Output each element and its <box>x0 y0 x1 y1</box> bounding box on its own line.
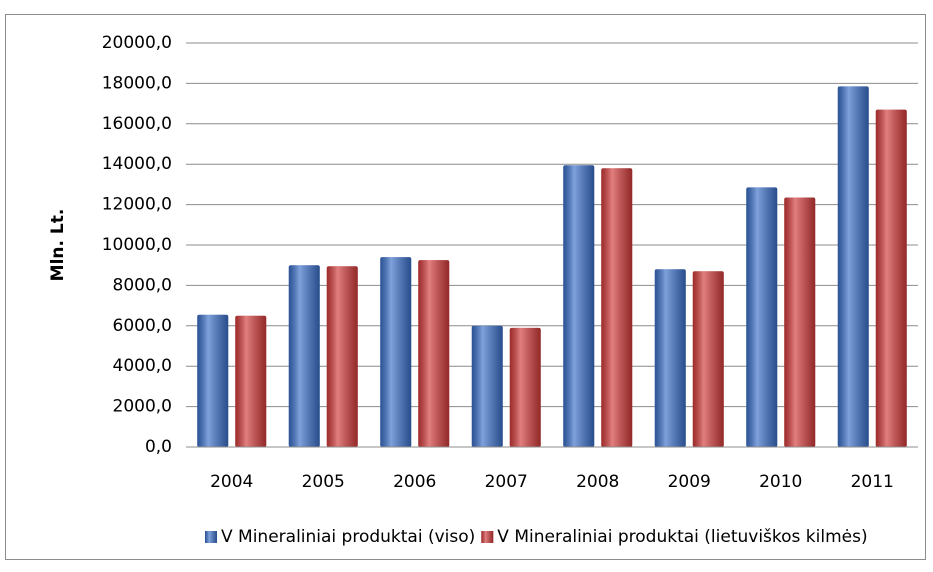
bar-shine <box>288 265 320 447</box>
bar-shine <box>380 257 412 447</box>
bar-shine <box>601 168 633 448</box>
legend-label: V Mineraliniai produktai (viso) <box>221 527 475 547</box>
bar-shine <box>875 109 907 447</box>
x-tick-label: 2008 <box>576 472 619 492</box>
x-tick-label: 2009 <box>668 472 711 492</box>
bar-shine <box>746 187 778 447</box>
legend-swatch-shine <box>481 531 494 543</box>
y-tick-label: 6000,0 <box>113 316 172 336</box>
bar-shine <box>509 327 541 447</box>
bar-shine <box>418 260 450 447</box>
y-tick-label: 16000,0 <box>102 114 172 134</box>
x-tick-label: 2007 <box>485 472 528 492</box>
y-tick-label: 14000,0 <box>102 154 172 174</box>
legend-swatch-shine <box>205 531 217 543</box>
x-tick-label: 2010 <box>759 472 802 492</box>
legend-label: V Mineraliniai produktai (lietuviškos ki… <box>497 527 867 547</box>
x-tick-label: 2006 <box>393 472 436 492</box>
x-tick-label: 2004 <box>210 472 253 492</box>
bar-shine <box>654 269 686 447</box>
y-tick-label: 4000,0 <box>113 356 172 376</box>
y-tick-label: 8000,0 <box>113 275 172 295</box>
y-tick-label: 12000,0 <box>102 195 172 215</box>
x-tick-label: 2011 <box>851 472 894 492</box>
y-tick-label: 2000,0 <box>113 397 172 417</box>
bar-shine <box>837 86 869 448</box>
x-tick-label: 2005 <box>302 472 345 492</box>
bar-shine <box>197 314 229 447</box>
bar-shine <box>326 266 358 447</box>
y-tick-label: 10000,0 <box>102 235 172 255</box>
bar-shine <box>471 325 503 447</box>
bar-shine <box>784 197 816 447</box>
y-tick-label: 0,0 <box>145 437 172 457</box>
y-tick-label: 20000,0 <box>102 33 172 53</box>
y-axis-label: Mln. Lt. <box>48 209 68 282</box>
bar-shine <box>235 315 267 447</box>
bar-shine <box>692 271 724 447</box>
y-tick-label: 18000,0 <box>102 73 172 93</box>
bar-shine <box>563 165 595 447</box>
